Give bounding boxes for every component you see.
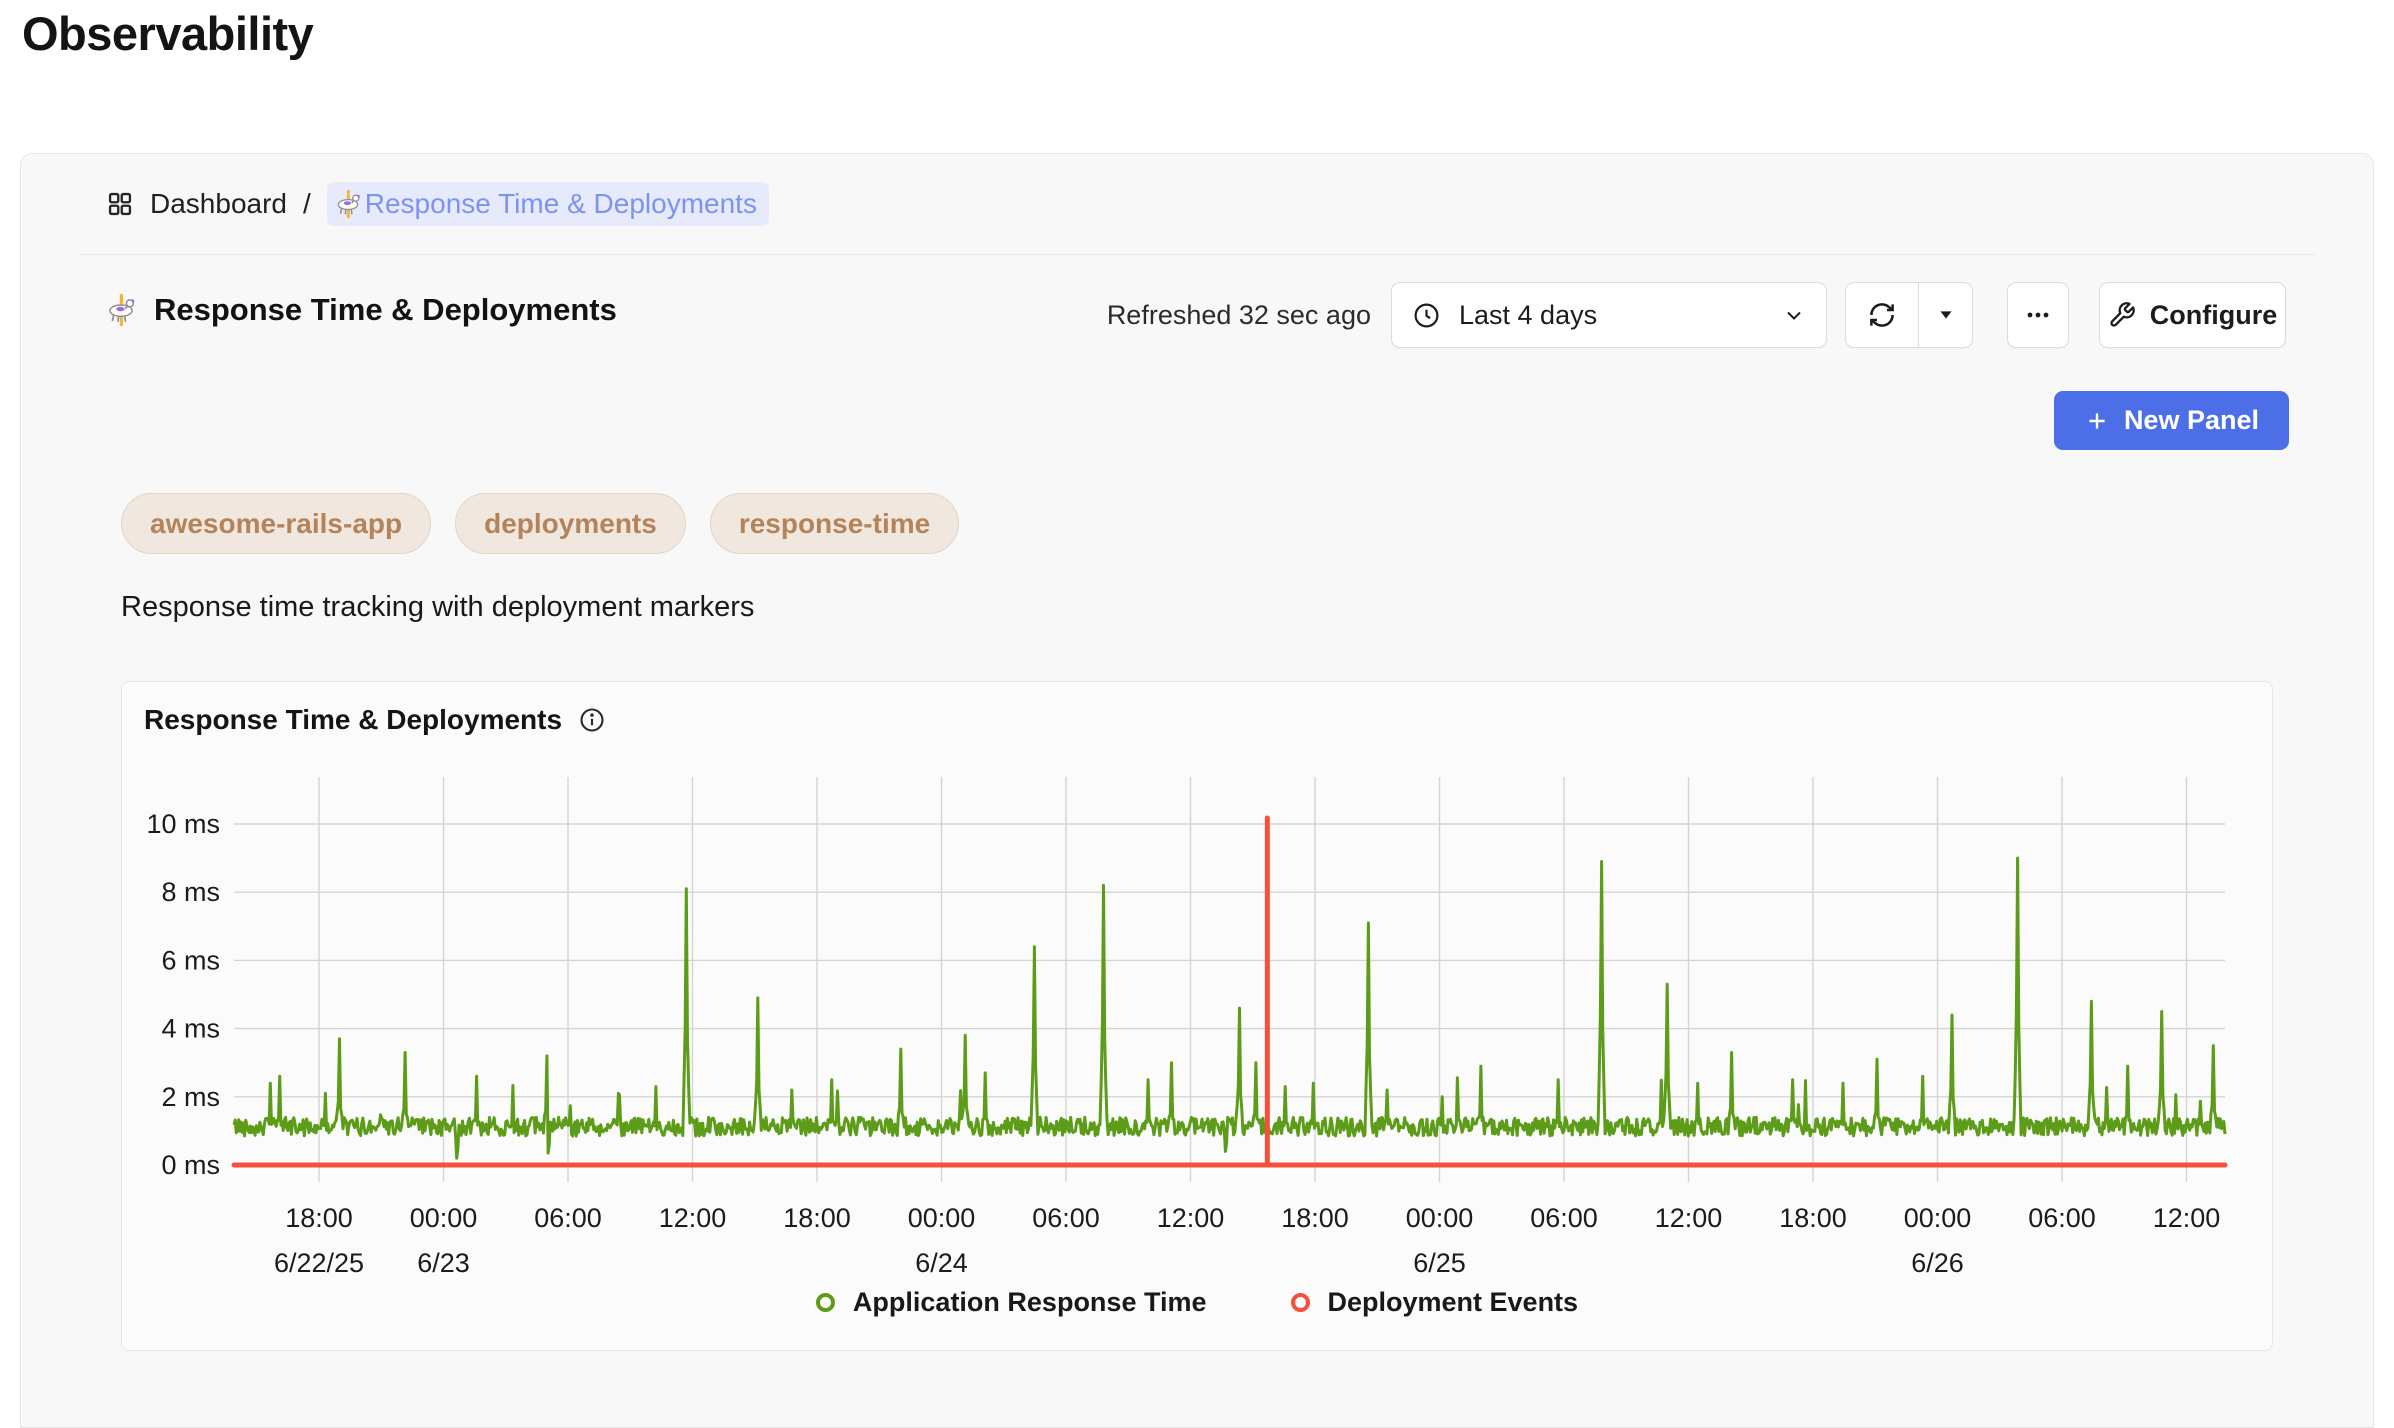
refresh-options-button[interactable]: [1919, 283, 1972, 347]
svg-text:18:00: 18:00: [1281, 1203, 1349, 1233]
svg-text:06:00: 06:00: [1032, 1203, 1100, 1233]
header-divider: [79, 254, 2315, 255]
svg-text:06:00: 06:00: [534, 1203, 602, 1233]
svg-text:6 ms: 6 ms: [161, 945, 220, 975]
carousel-horse-icon: [335, 190, 361, 218]
more-options-button[interactable]: [2007, 282, 2069, 348]
chart-title: Response Time & Deployments: [144, 704, 563, 735]
breadcrumb: Dashboard / Response Time & Deployments: [106, 182, 769, 226]
breadcrumb-dashboard-link[interactable]: Dashboard: [150, 188, 287, 220]
svg-text:18:00: 18:00: [1779, 1203, 1847, 1233]
legend-label: Deployment Events: [1327, 1286, 1579, 1317]
chevron-down-icon: [1782, 303, 1806, 327]
refreshed-status: Refreshed 32 sec ago: [1106, 299, 1371, 330]
svg-text:06:00: 06:00: [2028, 1203, 2096, 1233]
svg-text:6/24: 6/24: [915, 1248, 968, 1278]
configure-label: Configure: [2149, 299, 2278, 330]
info-icon[interactable]: [578, 706, 606, 734]
plus-icon: [2084, 408, 2110, 434]
configure-button[interactable]: Configure: [2099, 282, 2286, 348]
page-title: Observability: [22, 7, 314, 60]
svg-text:6/26: 6/26: [1911, 1248, 1964, 1278]
response-time-chart: 18:00 6/22/25 00:00 6/23 06:00 12:00 18:00 00:0…: [146, 777, 2228, 1278]
panel-controls: Refreshed 32 sec ago Last 4 days: [1107, 282, 2286, 348]
legend-item-deployment-events[interactable]: Deployment Events: [1290, 1286, 1579, 1318]
svg-text:6/25: 6/25: [1413, 1248, 1466, 1278]
refresh-icon: [1867, 300, 1897, 330]
caret-down-icon: [1935, 304, 1957, 326]
legend-item-application-response-time[interactable]: Application Response Time: [815, 1286, 1207, 1318]
svg-text:2 ms: 2 ms: [161, 1082, 220, 1112]
svg-text:12:00: 12:00: [659, 1203, 727, 1233]
wrench-icon: [2108, 301, 2136, 329]
svg-text:06:00: 06:00: [1530, 1203, 1598, 1233]
tag-deployments[interactable]: deployments: [455, 493, 686, 554]
svg-text:12:00: 12:00: [2153, 1203, 2221, 1233]
dashboard-grid-icon: [106, 190, 134, 218]
legend-marker-red: [1290, 1292, 1310, 1312]
new-panel-button[interactable]: New Panel: [2053, 391, 2289, 450]
tag-awesome-rails-app[interactable]: awesome-rails-app: [121, 493, 432, 554]
time-range-value: Last 4 days: [1459, 299, 1598, 330]
ellipsis-icon: [2024, 301, 2052, 329]
breadcrumb-current-label: Response Time & Deployments: [364, 188, 757, 219]
svg-text:00:00: 00:00: [410, 1203, 478, 1233]
time-range-select[interactable]: Last 4 days: [1391, 282, 1827, 348]
svg-text:12:00: 12:00: [1655, 1203, 1723, 1233]
tag-list: awesome-rails-app deployments response-t…: [121, 493, 960, 554]
legend-label: Application Response Time: [852, 1286, 1207, 1317]
svg-text:18:00: 18:00: [783, 1203, 851, 1233]
svg-text:12:00: 12:00: [1157, 1203, 1225, 1233]
legend-marker-green: [815, 1292, 835, 1312]
breadcrumb-dashboard-label: Dashboard: [150, 188, 287, 219]
svg-text:10 ms: 10 ms: [146, 809, 220, 839]
svg-text:0 ms: 0 ms: [161, 1150, 220, 1180]
svg-text:8 ms: 8 ms: [161, 877, 220, 907]
clock-icon: [1412, 301, 1441, 330]
chart-plot-area[interactable]: [234, 824, 2225, 1165]
refresh-button[interactable]: [1846, 283, 1920, 347]
panel-description: Response time tracking with deployment m…: [121, 591, 755, 623]
chart-card: Response Time & Deployments 18:00 6/22/25…: [121, 681, 2273, 1351]
breadcrumb-current-link[interactable]: Response Time & Deployments: [326, 182, 769, 226]
tag-response-time[interactable]: response-time: [709, 493, 960, 554]
breadcrumb-separator: /: [302, 188, 311, 219]
refresh-split-button: [1845, 282, 1973, 348]
panel-title-group: Response Time & Deployments: [106, 292, 617, 328]
dashboard-panel-card: Dashboard / Response Time & Deployments: [20, 153, 2374, 1428]
chart-legend: Application Response Time Deployment Eve…: [122, 1280, 2272, 1324]
svg-text:00:00: 00:00: [1406, 1203, 1474, 1233]
svg-text:00:00: 00:00: [1904, 1203, 1972, 1233]
panel-title: Response Time & Deployments: [154, 292, 617, 327]
carousel-horse-icon: [106, 294, 136, 326]
svg-text:00:00: 00:00: [908, 1203, 976, 1233]
chart-title-row: Response Time & Deployments: [144, 704, 606, 736]
new-panel-label: New Panel: [2123, 405, 2259, 435]
svg-text:6/22/25: 6/22/25: [274, 1248, 364, 1278]
svg-text:4 ms: 4 ms: [161, 1014, 220, 1044]
svg-text:18:00: 18:00: [285, 1203, 353, 1233]
svg-text:6/23: 6/23: [417, 1248, 470, 1278]
